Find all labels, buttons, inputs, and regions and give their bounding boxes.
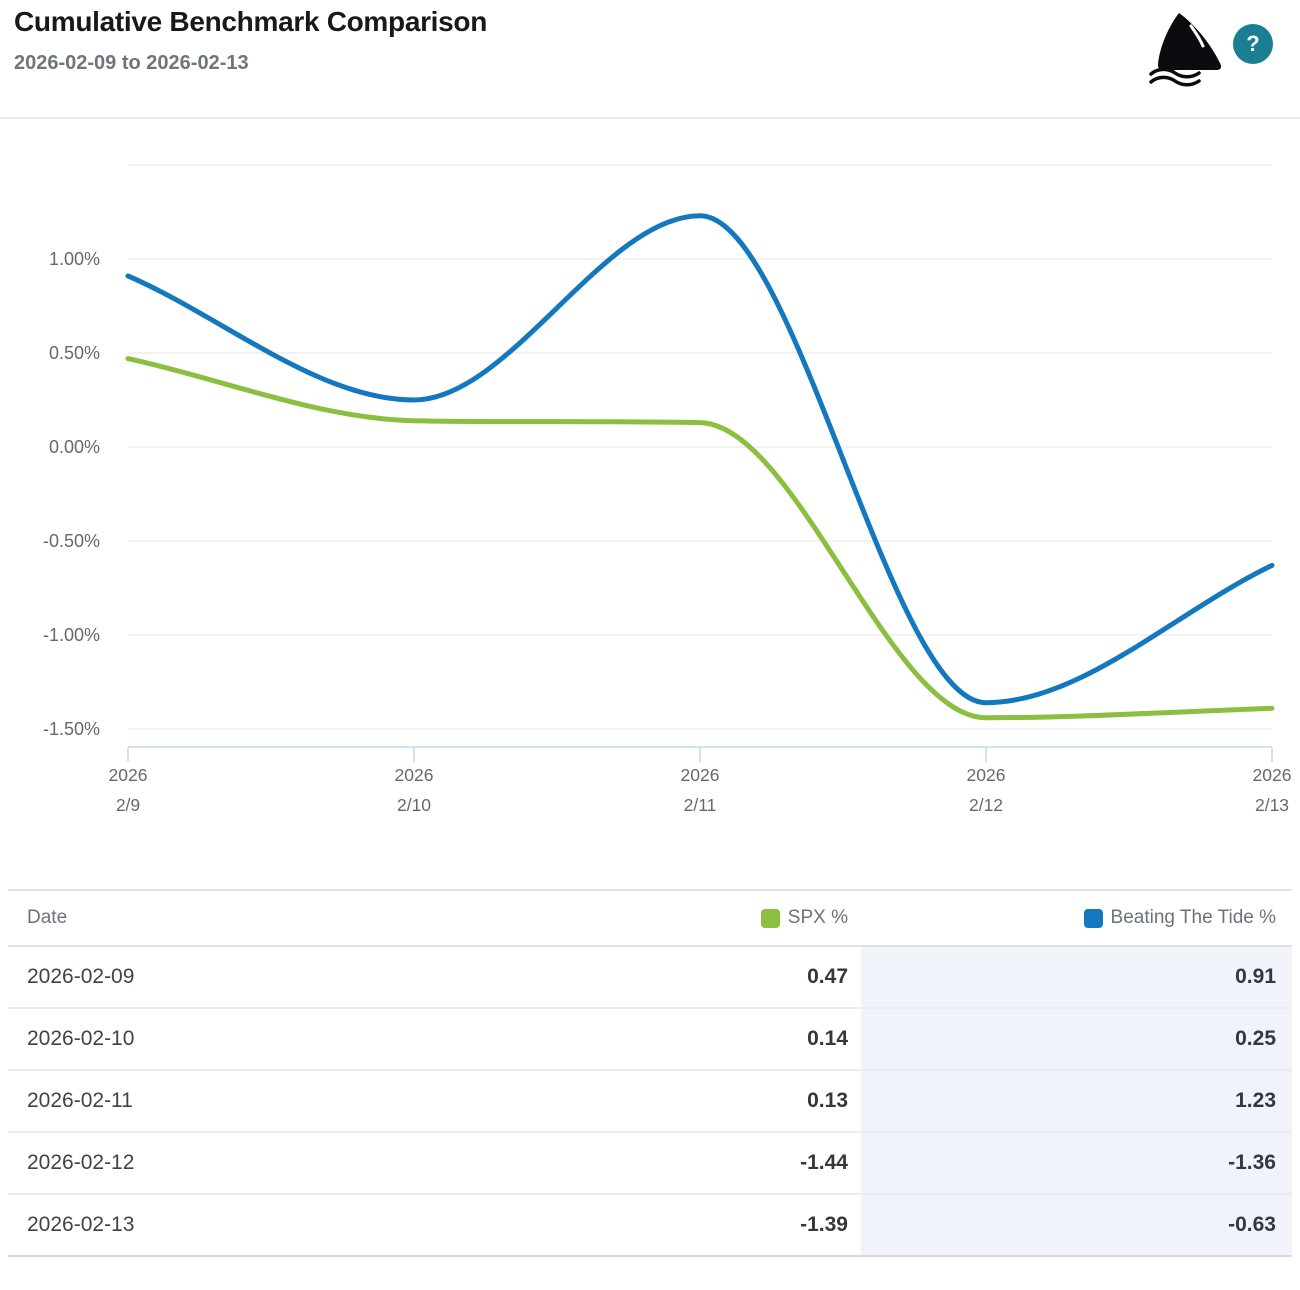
column-header-benchmark: Beating The Tide % [861, 907, 1292, 929]
row-spx-value: 0.47 [807, 965, 848, 988]
question-mark-icon: ? [1246, 31, 1260, 56]
date-column-label: Date [27, 907, 68, 928]
page-header: Cumulative Benchmark Comparison 2026-02-… [0, 0, 1300, 119]
x-axis-label-date: 2/10 [397, 795, 431, 815]
shark-fin-icon [1149, 13, 1222, 87]
spx-series-line [125, 356, 1275, 721]
row-date: 2026-02-12 [27, 1151, 135, 1174]
row-spx-value: -1.44 [800, 1151, 848, 1174]
page-title: Cumulative Benchmark Comparison [14, 6, 488, 37]
table-row: 2026-02-13 -1.39 -0.63 [8, 1195, 1292, 1257]
x-axis-label-year: 2026 [109, 765, 148, 785]
benchmark-legend-swatch [1083, 908, 1103, 928]
y-axis-label: -1.00% [43, 625, 100, 645]
x-axis-label-date: 2/9 [116, 795, 140, 815]
table-header-row: Date SPX % Beating The Tide % [8, 889, 1292, 947]
help-button[interactable]: ? [1233, 24, 1273, 64]
table-row: 2026-02-11 0.13 1.23 [8, 1071, 1292, 1133]
column-header-date: Date [8, 907, 653, 929]
x-axis-label-year: 2026 [1253, 765, 1292, 785]
benchmark-series-line [125, 213, 1275, 706]
y-axis-label: -1.50% [43, 719, 100, 739]
x-axis-label-date: 2/11 [684, 795, 717, 815]
row-spx-value: 0.14 [807, 1027, 848, 1050]
row-date: 2026-02-09 [27, 965, 135, 988]
row-date: 2026-02-13 [27, 1213, 135, 1236]
chart-canvas: 1.00% 0.50% 0.00% -0.50% -1.00% -1.50% 2026 2/9… [43, 164, 1292, 815]
row-date: 2026-02-11 [27, 1089, 133, 1112]
row-benchmark-value: 0.91 [1235, 965, 1276, 988]
table-row: 2026-02-12 -1.44 -1.36 [8, 1133, 1292, 1195]
x-axis-label-date: 2/12 [969, 795, 1003, 815]
benchmark-line-chart: 1.00% 0.50% 0.00% -0.50% -1.00% -1.50% 2026 2/9… [0, 121, 1300, 831]
row-benchmark-value: 1.23 [1235, 1089, 1276, 1112]
y-axis-label: -0.50% [43, 531, 100, 551]
row-spx-value: -1.39 [800, 1213, 848, 1236]
date-range-subtitle: 2026-02-09 to 2026-02-13 [14, 52, 249, 74]
benchmark-legend-label: Beating The Tide % [1110, 907, 1276, 928]
table-row: 2026-02-09 0.47 0.91 [8, 947, 1292, 1009]
table-body: 2026-02-09 0.47 0.91 2026-02-10 0.14 0.25 2026… [8, 947, 1292, 1257]
x-axis-label-year: 2026 [681, 765, 720, 785]
benchmark-table: Date SPX % Beating The Tide % 2026-02-09… [8, 889, 1292, 1257]
column-header-spx: SPX % [653, 907, 861, 929]
table-row: 2026-02-10 0.14 0.25 [8, 1009, 1292, 1071]
spx-legend-label: SPX % [787, 907, 848, 928]
x-axis-label-date: 2/13 [1255, 795, 1289, 815]
row-benchmark-value: -1.36 [1228, 1151, 1276, 1174]
spx-legend-swatch [760, 908, 780, 928]
y-axis-label: 0.00% [49, 437, 100, 457]
x-axis-label-year: 2026 [967, 765, 1006, 785]
row-benchmark-value: -0.63 [1228, 1213, 1276, 1236]
y-axis-label: 1.00% [49, 249, 100, 269]
row-date: 2026-02-10 [27, 1027, 135, 1050]
y-axis-label: 0.50% [49, 343, 100, 363]
x-axis-label-year: 2026 [395, 765, 434, 785]
row-spx-value: 0.13 [807, 1089, 848, 1112]
row-benchmark-value: 0.25 [1235, 1027, 1276, 1050]
